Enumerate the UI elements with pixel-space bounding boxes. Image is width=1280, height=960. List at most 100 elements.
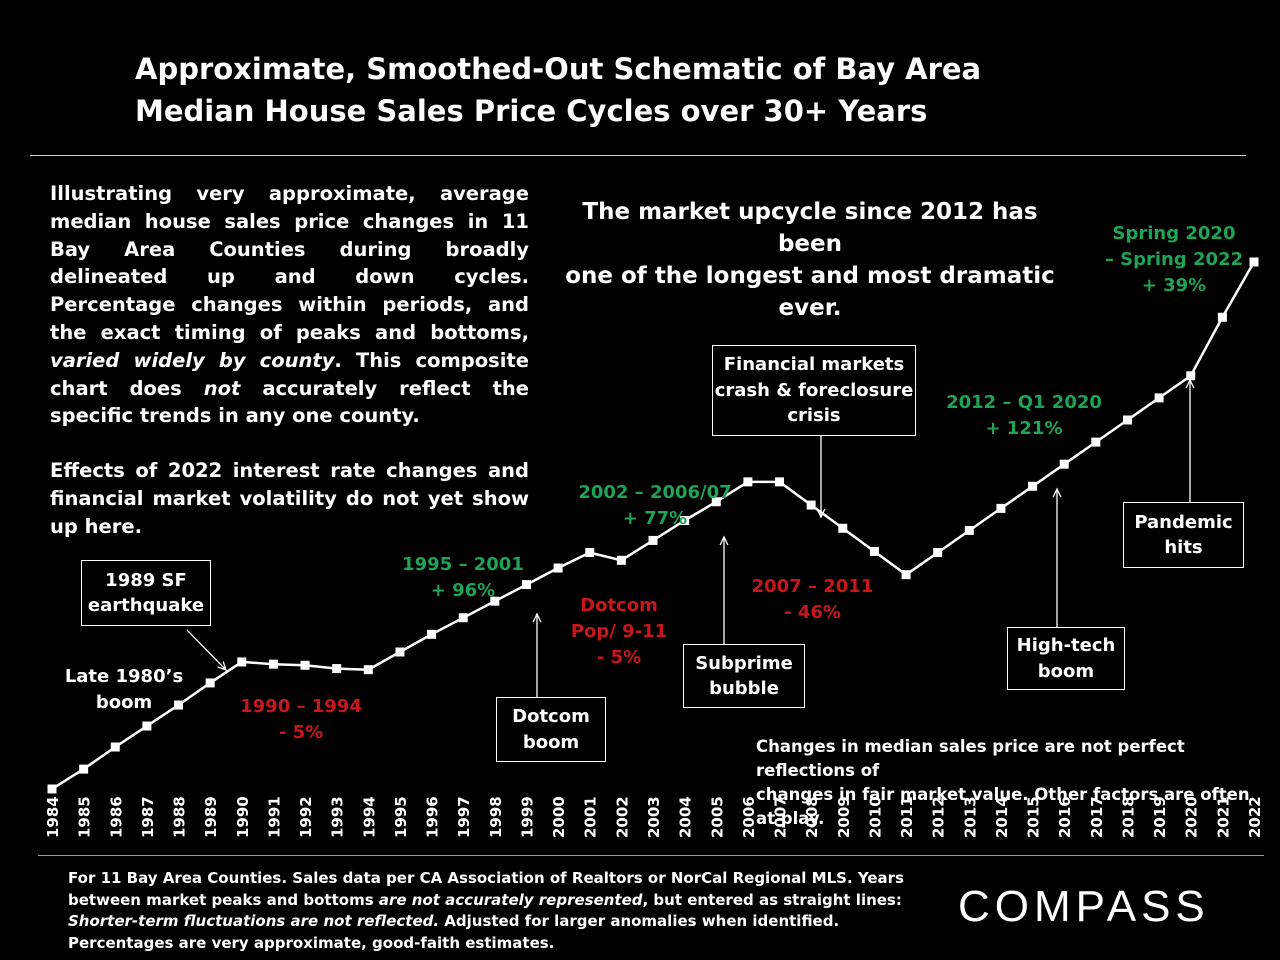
period-1990-1994-line-1: 1990 – 1994 bbox=[240, 696, 362, 717]
intro-text-b: varied widely by county bbox=[50, 348, 335, 372]
caveat-line-1: Changes in median sales price are not pe… bbox=[756, 737, 1185, 780]
data-point-2003 bbox=[648, 535, 658, 545]
caveat-note: Changes in median sales price are not pe… bbox=[756, 735, 1266, 831]
data-point-2009 bbox=[838, 523, 848, 533]
chart-title: Approximate, Smoothed-Out Schematic of B… bbox=[135, 48, 1035, 132]
intro-text-c: . This composite chart does bbox=[50, 348, 529, 400]
x-tick-2020: 2020 bbox=[1183, 796, 1201, 838]
footnote-a: For 11 Bay Area Counties. Sales data per… bbox=[68, 869, 904, 909]
x-tick-1991: 1991 bbox=[265, 796, 283, 838]
x-tick-1984: 1984 bbox=[44, 796, 62, 838]
dotcom-pop-line-1: Dotcom bbox=[580, 595, 658, 616]
data-point-2012 bbox=[933, 548, 943, 558]
data-point-1988 bbox=[174, 700, 184, 710]
data-point-2013 bbox=[964, 525, 974, 535]
period-2002-2007-line-2: + 77% bbox=[622, 508, 688, 529]
x-tick-2019: 2019 bbox=[1151, 796, 1169, 838]
x-tick-1993: 1993 bbox=[329, 796, 347, 838]
x-tick-2015: 2015 bbox=[1025, 796, 1043, 838]
period-1990-1994-label: 1990 – 1994 - 5% bbox=[236, 694, 366, 746]
title-divider bbox=[30, 155, 1246, 156]
pandemic-line-1: Pandemic bbox=[1134, 511, 1233, 533]
x-tick-1998: 1998 bbox=[487, 796, 505, 838]
x-tick-2009: 2009 bbox=[835, 796, 853, 838]
x-tick-2001: 2001 bbox=[582, 796, 600, 838]
period-2007-2011-line-2: - 46% bbox=[784, 602, 841, 623]
intro-text: Illustrating very approximate, average m… bbox=[50, 180, 529, 541]
axis-bottom-divider bbox=[38, 855, 1264, 856]
dotcom-boom-line-1: Dotcom bbox=[512, 706, 590, 727]
late-80s-boom-label: Late 1980’s boom bbox=[60, 664, 188, 716]
data-point-1987 bbox=[142, 721, 152, 731]
earthquake-line-2: earthquake bbox=[87, 595, 205, 616]
data-point-2014 bbox=[996, 503, 1006, 513]
x-tick-2013: 2013 bbox=[961, 796, 979, 838]
intro-paragraph-2: Effects of 2022 interest rate changes an… bbox=[50, 459, 529, 538]
data-point-2008 bbox=[806, 500, 816, 510]
period-2007-2011-label: 2007 – 2011 - 46% bbox=[745, 574, 880, 626]
title-line-2: Median House Sales Price Cycles over 30+… bbox=[135, 94, 928, 128]
financial-crash-arrow bbox=[816, 436, 826, 519]
financial-crash-line-3: crisis bbox=[787, 405, 841, 427]
x-tick-2021: 2021 bbox=[1214, 796, 1232, 838]
x-tick-1997: 1997 bbox=[455, 796, 473, 838]
x-tick-2004: 2004 bbox=[677, 796, 695, 838]
x-tick-labels: 1984 1985 1986 1987 1988 1989 1990 1991 1992 1993… bbox=[44, 796, 1264, 838]
x-tick-2017: 2017 bbox=[1088, 796, 1106, 838]
intro-text-a: Illustrating very approximate, average m… bbox=[50, 182, 529, 344]
x-tick-2018: 2018 bbox=[1119, 796, 1137, 838]
x-tick-1989: 1989 bbox=[202, 796, 220, 838]
x-tick-1999: 1999 bbox=[518, 796, 536, 838]
data-point-2019 bbox=[1154, 393, 1164, 403]
intro-paragraph-1: Illustrating very approximate, average m… bbox=[50, 180, 529, 430]
data-point-2000 bbox=[553, 563, 563, 573]
x-tick-2011: 2011 bbox=[898, 796, 916, 838]
x-tick-2012: 2012 bbox=[930, 796, 948, 838]
pandemic-line-2: hits bbox=[1164, 537, 1203, 558]
period-2020-2022-line-2: – Spring 2022 bbox=[1104, 249, 1244, 270]
data-point-2010 bbox=[869, 546, 879, 556]
x-tick-1985: 1985 bbox=[76, 796, 94, 838]
x-tick-2003: 2003 bbox=[645, 796, 663, 838]
x-tick-2010: 2010 bbox=[866, 796, 884, 838]
footnote-c: , but entered as straight lines: bbox=[642, 890, 902, 909]
data-point-1991 bbox=[268, 659, 278, 669]
intro-text-d: not bbox=[203, 376, 241, 400]
subprime-arrow bbox=[719, 535, 729, 644]
period-2012-2020-line-2: + 121% bbox=[985, 418, 1063, 439]
x-tick-2005: 2005 bbox=[708, 796, 726, 838]
financial-crash-line-2: crash & foreclosure bbox=[714, 379, 914, 401]
data-point-1995 bbox=[395, 647, 405, 657]
high-tech-boom-box: High-tech boom bbox=[1007, 627, 1125, 690]
data-point-1999 bbox=[521, 580, 531, 590]
data-point-1993 bbox=[332, 664, 342, 674]
financial-crash-box: Financial markets crash & foreclosure cris… bbox=[712, 345, 916, 436]
x-tick-1988: 1988 bbox=[171, 796, 189, 838]
data-point-2021 bbox=[1217, 312, 1227, 322]
intro-text-e: accurately reflect the specific trends i… bbox=[50, 376, 530, 428]
data-point-2018 bbox=[1122, 415, 1132, 425]
compass-logo: COMPASS bbox=[958, 882, 1210, 931]
data-point-2020 bbox=[1186, 371, 1196, 381]
footnote-d: Shorter-term fluctuations are not reflec… bbox=[68, 912, 440, 930]
x-tick-1986: 1986 bbox=[107, 796, 125, 838]
x-tick-2006: 2006 bbox=[740, 796, 758, 838]
footnote-e: Adjusted for larger anomalies when ident… bbox=[68, 912, 840, 952]
headline: The market upcycle since 2012 has been o… bbox=[560, 196, 1060, 324]
data-point-2015 bbox=[1028, 481, 1038, 491]
period-2020-2022-line-3: + 39% bbox=[1141, 275, 1207, 296]
data-point-2004 bbox=[680, 516, 690, 526]
period-2002-2007-line-1: 2002 – 2006/07 bbox=[578, 482, 732, 503]
period-2012-2020-line-1: 2012 – Q1 2020 bbox=[946, 392, 1102, 413]
data-point-2011 bbox=[901, 570, 911, 580]
x-tick-1987: 1987 bbox=[139, 796, 157, 838]
earthquake-line-1: 1989 SF bbox=[105, 569, 187, 591]
x-tick-2000: 2000 bbox=[550, 796, 568, 838]
dotcom-pop-line-3: - 5% bbox=[596, 647, 642, 668]
data-point-2022 bbox=[1249, 257, 1259, 267]
data-point-2002 bbox=[616, 555, 626, 565]
data-point-1984 bbox=[47, 784, 57, 794]
x-tick-2002: 2002 bbox=[613, 796, 631, 838]
dotcom-pop-label: Dotcom Pop/ 9-11 - 5% bbox=[560, 593, 678, 671]
